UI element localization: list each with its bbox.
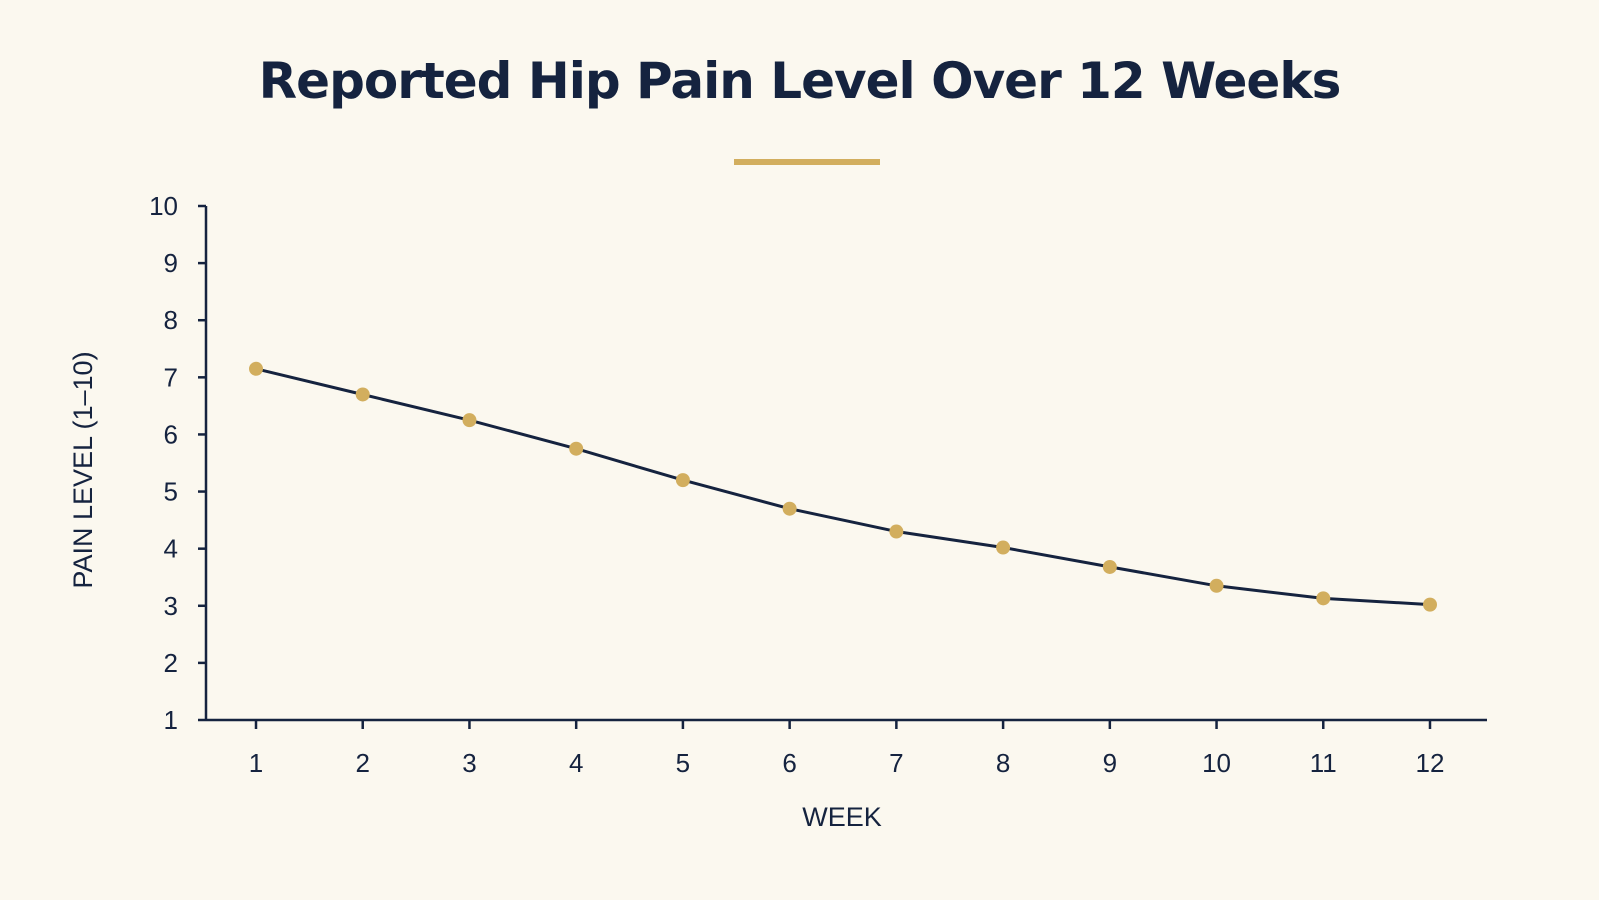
y-tick-label-3: 3: [164, 591, 178, 621]
data-point-week-11: [1316, 591, 1331, 606]
x-tick-label-5: 5: [676, 748, 690, 778]
x-tick-label-12: 12: [1416, 748, 1445, 778]
y-tick-label-1: 1: [164, 705, 178, 735]
y-tick-label-6: 6: [164, 419, 178, 449]
x-tick-label-7: 7: [889, 748, 903, 778]
title-underline: [734, 159, 880, 165]
data-point-week-9: [1102, 559, 1117, 574]
series-line-0: [254, 367, 1432, 607]
data-point-week-7: [889, 524, 904, 539]
axes: [204, 206, 1487, 722]
y-tick-label-10: 10: [149, 191, 178, 221]
y-tick-label-4: 4: [164, 534, 178, 564]
y-tick-label-7: 7: [164, 362, 178, 392]
data-point-week-10: [1209, 578, 1224, 593]
x-tick-label-1: 1: [249, 748, 263, 778]
x-tick-label-3: 3: [462, 748, 476, 778]
y-tick-label-9: 9: [164, 248, 178, 278]
x-tick-label-4: 4: [569, 748, 583, 778]
y-tick-label-5: 5: [164, 477, 178, 507]
y-axis-title: PAIN LEVEL (1–10): [68, 351, 98, 588]
x-tick-label-10: 10: [1202, 748, 1231, 778]
data-point-week-5: [675, 473, 690, 488]
y-tick-label-2: 2: [164, 648, 178, 678]
x-tick-label-2: 2: [355, 748, 369, 778]
data-point-week-8: [996, 540, 1011, 555]
x-tick-label-11: 11: [1310, 748, 1337, 778]
x-axis-title: WEEK: [802, 802, 882, 832]
x-tick-label-6: 6: [782, 748, 796, 778]
series: [249, 361, 1437, 612]
data-point-week-2: [355, 387, 370, 402]
data-point-week-12: [1423, 597, 1437, 612]
x-tick-label-9: 9: [1103, 748, 1117, 778]
y-tick-label-8: 8: [164, 305, 178, 335]
data-point-week-1: [249, 361, 263, 376]
chart-title: Reported Hip Pain Level Over 12 Weeks: [258, 52, 1342, 110]
data-point-week-4: [569, 441, 584, 456]
x-tick-label-8: 8: [996, 748, 1010, 778]
data-point-week-3: [462, 413, 477, 428]
data-point-week-6: [782, 501, 797, 516]
